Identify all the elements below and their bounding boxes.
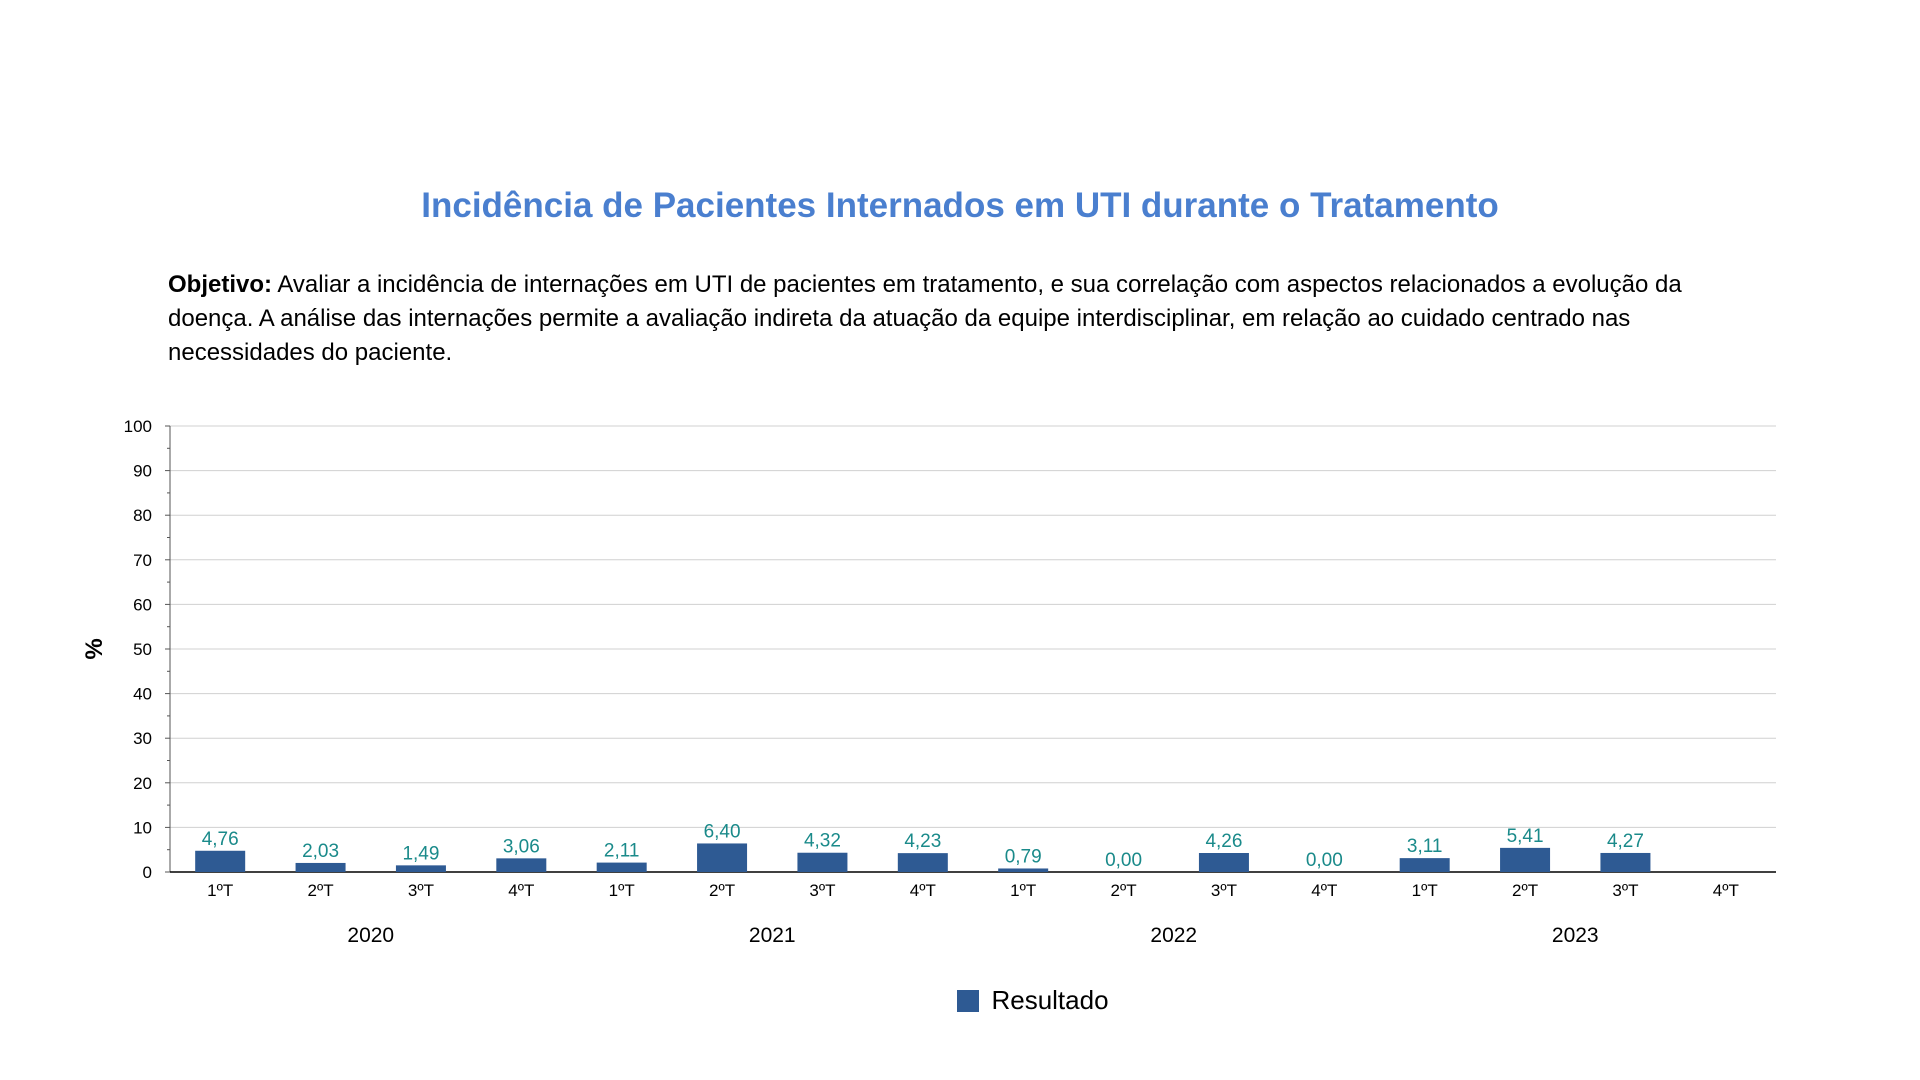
x-tick-label: 2ºT: [308, 881, 334, 900]
y-tick-label: 30: [133, 729, 152, 748]
y-tick-label: 20: [133, 774, 152, 793]
x-tick-label: 1ºT: [1412, 881, 1438, 900]
x-tick-label: 4ºT: [508, 881, 534, 900]
y-tick-label: 80: [133, 506, 152, 525]
legend-label: Resultado: [991, 985, 1109, 1015]
bar: [797, 852, 848, 872]
x-tick-label: 2ºT: [1512, 881, 1538, 900]
objective-paragraph: Objetivo: Avaliar a incidência de intern…: [168, 268, 1768, 370]
y-tick-label: 50: [133, 640, 152, 659]
objective-text: Avaliar a incidência de internações em U…: [168, 271, 1682, 366]
bar: [1600, 852, 1651, 872]
x-tick-label: 1ºT: [609, 881, 635, 900]
y-tick-label: 40: [133, 685, 152, 704]
data-label: 4,76: [202, 829, 239, 850]
legend: Resultado: [0, 985, 1920, 1016]
x-tick-label: 3ºT: [809, 881, 835, 900]
y-tick-label: 0: [143, 863, 152, 882]
y-tick-label: 60: [133, 595, 152, 614]
x-tick-label: 2ºT: [709, 881, 735, 900]
data-label: 6,40: [704, 821, 741, 842]
data-label: 3,11: [1407, 836, 1443, 857]
x-tick-label: 4ºT: [1311, 881, 1337, 900]
x-group-label: 2023: [1552, 924, 1599, 947]
x-group-label: 2022: [1150, 924, 1197, 947]
data-label: 2,03: [302, 841, 339, 862]
data-label: 0,79: [1005, 846, 1042, 867]
x-tick-label: 4ºT: [910, 881, 936, 900]
bar: [1500, 847, 1551, 872]
data-label: 0,00: [1306, 850, 1343, 871]
bar: [195, 850, 246, 872]
x-tick-label: 1ºT: [1010, 881, 1036, 900]
objective-label: Objetivo:: [168, 271, 273, 298]
legend-swatch: [957, 989, 980, 1012]
data-label: 4,32: [804, 831, 841, 852]
data-label: 4,23: [904, 831, 941, 852]
bar: [1399, 858, 1450, 872]
y-tick-label: 90: [133, 462, 152, 481]
y-tick-label: 10: [133, 818, 152, 837]
bar: [697, 843, 748, 872]
x-tick-label: 4ºT: [1713, 881, 1739, 900]
bar: [596, 862, 647, 872]
chart-title: Incidência de Pacientes Internados em UT…: [421, 186, 1499, 225]
bar: [897, 853, 948, 872]
y-tick-label: 70: [133, 551, 152, 570]
x-tick-label: 3ºT: [408, 881, 434, 900]
x-tick-label: 3ºT: [1612, 881, 1638, 900]
x-group-label: 2020: [347, 924, 394, 947]
y-tick-label: 100: [124, 417, 152, 436]
data-label: 4,27: [1607, 831, 1644, 852]
bar: [998, 868, 1049, 872]
bar: [496, 858, 547, 872]
data-label: 3,06: [503, 836, 540, 857]
x-group-label: 2021: [749, 924, 796, 947]
x-tick-label: 3ºT: [1211, 881, 1237, 900]
bar: [395, 865, 446, 872]
bar: [1198, 853, 1249, 872]
data-label: 5,41: [1507, 826, 1544, 847]
x-tick-label: 1ºT: [207, 881, 233, 900]
data-label: 4,26: [1205, 831, 1242, 852]
x-tick-label: 2ºT: [1111, 881, 1137, 900]
data-label: 0,00: [1105, 850, 1142, 871]
data-label: 1,49: [402, 843, 439, 864]
bar: [295, 862, 346, 872]
y-axis-label: %: [81, 638, 108, 659]
data-label: 2,11: [604, 841, 640, 862]
